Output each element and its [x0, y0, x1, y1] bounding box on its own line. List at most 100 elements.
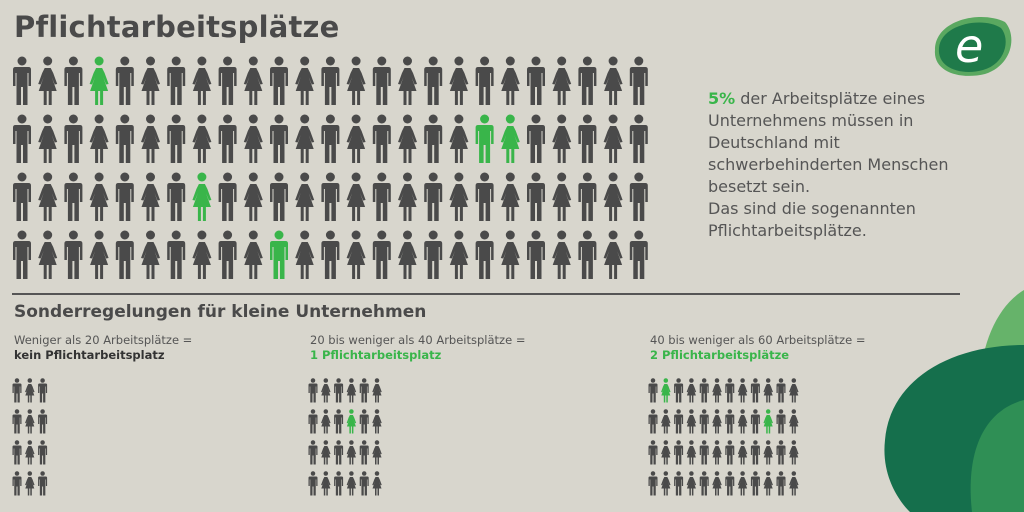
male-person-icon [115, 172, 134, 221]
e-letter-logo: e [934, 17, 1012, 76]
male-person-icon [64, 230, 83, 279]
female-person-icon [346, 56, 366, 105]
male-person-icon [12, 471, 22, 496]
female-person-icon [449, 114, 469, 163]
male-person-icon [218, 56, 237, 105]
column-under-20: Weniger als 20 Arbeitsplätze = kein Pfli… [14, 333, 192, 363]
male-person-icon [372, 172, 391, 221]
female-person-icon [372, 409, 382, 434]
male-person-icon [372, 56, 391, 105]
male-person-icon [334, 440, 344, 465]
female-person-icon [712, 471, 722, 496]
male-person-icon [167, 172, 186, 221]
female-person-icon [763, 378, 773, 403]
female-person-icon [398, 172, 417, 221]
female-person-icon [321, 409, 331, 434]
male-person-icon [38, 440, 48, 465]
female-person-icon [192, 56, 212, 105]
male-person-icon [424, 172, 443, 221]
male-person-icon [578, 56, 597, 105]
female-person-icon [686, 471, 697, 496]
male-person-icon [167, 114, 186, 163]
logo-leaf-front [938, 22, 1006, 72]
explanation-line-7: Pflichtarbeitsplätze. [708, 221, 867, 240]
male-person-icon [527, 114, 545, 163]
male-person-icon [218, 230, 237, 279]
female-person-icon [38, 230, 58, 279]
male-person-icon [424, 114, 443, 163]
female-person-icon [295, 230, 315, 279]
female-person-icon [372, 440, 382, 465]
male-person-icon [115, 230, 134, 279]
female-person-icon [398, 56, 417, 105]
female-person-icon [686, 440, 697, 465]
male-person-icon [750, 440, 760, 465]
male-person-icon [527, 56, 545, 105]
male-person-icon [527, 230, 545, 279]
female-person-icon-highlighted [500, 114, 520, 163]
male-person-icon [699, 471, 709, 496]
people-grid-under-20 [12, 378, 48, 496]
deco-shape-mid [970, 400, 1024, 512]
male-person-icon [218, 172, 237, 221]
female-person-icon [89, 114, 109, 163]
female-person-icon [346, 440, 357, 465]
female-person-icon [737, 440, 748, 465]
male-person-icon [321, 230, 340, 279]
male-person-icon [308, 409, 318, 434]
male-person-icon [648, 409, 658, 434]
male-person-icon [527, 172, 545, 221]
female-person-icon [737, 471, 748, 496]
male-person-icon [359, 409, 369, 434]
male-person-icon [308, 471, 318, 496]
male-person-icon [372, 230, 391, 279]
female-person-icon [372, 471, 382, 496]
explanation-line-2: Unternehmens müssen in [708, 111, 914, 130]
male-person-icon [776, 409, 786, 434]
female-person-icon [661, 409, 671, 434]
female-person-icon [321, 471, 331, 496]
female-person-icon [243, 172, 263, 221]
female-person-icon [603, 230, 623, 279]
male-person-icon [776, 378, 786, 403]
male-person-icon [359, 378, 369, 403]
female-person-icon [763, 440, 773, 465]
male-person-icon [334, 378, 344, 403]
male-person-icon [475, 172, 494, 221]
column-label: 40 bis weniger als 60 Arbeitsplätze = [650, 333, 866, 347]
logo-letter: e [955, 19, 983, 73]
explanation-line-3: Deutschland mit [708, 133, 840, 152]
male-person-icon [648, 471, 658, 496]
female-person-icon [141, 172, 160, 221]
female-person-icon [552, 230, 572, 279]
female-person-icon [346, 230, 366, 279]
male-person-icon [167, 56, 186, 105]
male-person-icon [12, 378, 22, 403]
female-person-icon [25, 471, 35, 496]
explanation-text: 5% der Arbeitsplätze eines Unternehmens … [708, 88, 998, 242]
male-person-icon [578, 230, 597, 279]
female-person-icon-highlighted [192, 172, 212, 221]
female-person-icon [243, 114, 263, 163]
decorative-green-shapes [884, 290, 1024, 512]
female-person-icon-highlighted [89, 56, 109, 105]
female-person-icon [789, 378, 799, 403]
male-person-icon [699, 440, 709, 465]
page-title: Pflichtarbeitsplätze [14, 10, 340, 44]
male-person-icon [674, 440, 684, 465]
male-person-icon [578, 114, 597, 163]
people-grid-40-to-60 [648, 378, 799, 496]
female-person-icon [686, 409, 697, 434]
female-person-icon [552, 114, 572, 163]
female-person-icon [449, 172, 469, 221]
female-person-icon [243, 230, 263, 279]
female-person-icon [346, 172, 366, 221]
male-person-icon [270, 114, 288, 163]
female-person-icon [38, 56, 58, 105]
male-person-icon [64, 114, 83, 163]
female-person-icon [295, 56, 315, 105]
male-person-icon [725, 378, 735, 403]
section-subtitle: Sonderregelungen für kleine Unternehmen [14, 302, 427, 322]
section-divider [12, 293, 960, 295]
male-person-icon [750, 471, 760, 496]
